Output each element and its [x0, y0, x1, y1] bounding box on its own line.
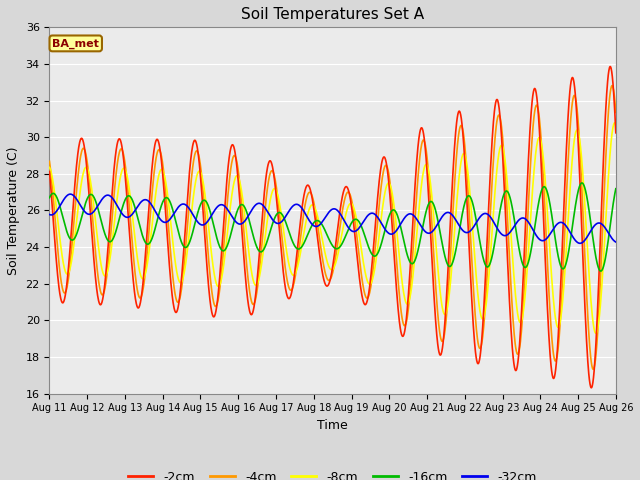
- X-axis label: Time: Time: [317, 419, 348, 432]
- Y-axis label: Soil Temperature (C): Soil Temperature (C): [7, 146, 20, 275]
- Legend: -2cm, -4cm, -8cm, -16cm, -32cm: -2cm, -4cm, -8cm, -16cm, -32cm: [124, 466, 542, 480]
- Text: BA_met: BA_met: [52, 38, 99, 48]
- Title: Soil Temperatures Set A: Soil Temperatures Set A: [241, 7, 424, 22]
